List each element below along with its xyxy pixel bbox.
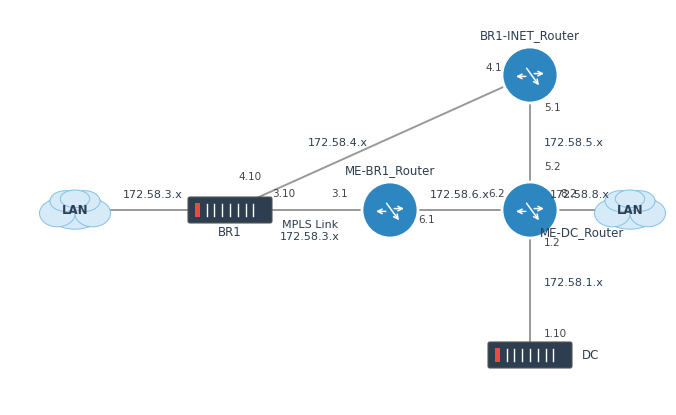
Ellipse shape xyxy=(45,191,104,229)
Text: MPLS Link: MPLS Link xyxy=(282,220,338,230)
Bar xyxy=(195,210,200,217)
Ellipse shape xyxy=(630,200,665,227)
Circle shape xyxy=(362,182,418,238)
Text: 6.2: 6.2 xyxy=(488,189,504,199)
Text: 172.58.1.x: 172.58.1.x xyxy=(544,278,604,288)
FancyBboxPatch shape xyxy=(488,342,572,368)
FancyBboxPatch shape xyxy=(188,197,272,223)
Text: 1.10: 1.10 xyxy=(544,329,567,339)
Text: 5.1: 5.1 xyxy=(544,103,560,113)
Circle shape xyxy=(502,47,558,103)
Text: 8.2: 8.2 xyxy=(560,189,577,199)
Ellipse shape xyxy=(39,200,75,227)
Ellipse shape xyxy=(60,190,90,208)
Text: LAN: LAN xyxy=(62,203,89,217)
Text: DC: DC xyxy=(582,349,600,361)
Ellipse shape xyxy=(594,200,630,227)
Text: 172.58.8.x: 172.58.8.x xyxy=(550,190,610,200)
Ellipse shape xyxy=(600,191,659,229)
Bar xyxy=(495,355,500,361)
Text: 172.58.5.x: 172.58.5.x xyxy=(544,137,604,147)
Text: 4.10: 4.10 xyxy=(238,172,261,182)
Text: LAN: LAN xyxy=(617,203,644,217)
Text: 172.58.3.x: 172.58.3.x xyxy=(280,232,340,242)
Ellipse shape xyxy=(50,190,82,211)
Bar xyxy=(495,349,500,354)
Circle shape xyxy=(502,182,558,238)
Text: ME-BR1_Router: ME-BR1_Router xyxy=(345,164,435,177)
Bar xyxy=(195,203,200,210)
Text: 3.10: 3.10 xyxy=(272,189,295,199)
Text: 4.1: 4.1 xyxy=(485,63,502,73)
Ellipse shape xyxy=(68,190,100,211)
Text: 172.58.6.x: 172.58.6.x xyxy=(430,190,490,200)
Ellipse shape xyxy=(75,200,110,227)
Text: BR1-INET_Router: BR1-INET_Router xyxy=(480,29,580,42)
Text: 1.2: 1.2 xyxy=(544,238,560,248)
Text: 172.58.4.x: 172.58.4.x xyxy=(308,137,368,147)
Text: 172.58.3.x: 172.58.3.x xyxy=(122,190,183,200)
Text: ME-DC_Router: ME-DC_Router xyxy=(540,226,625,239)
Ellipse shape xyxy=(615,190,645,208)
Text: 5.2: 5.2 xyxy=(544,162,560,172)
Text: 6.1: 6.1 xyxy=(418,215,435,225)
Ellipse shape xyxy=(623,190,655,211)
Text: BR1: BR1 xyxy=(218,226,242,239)
Text: 3.1: 3.1 xyxy=(331,189,348,199)
Ellipse shape xyxy=(605,190,637,211)
